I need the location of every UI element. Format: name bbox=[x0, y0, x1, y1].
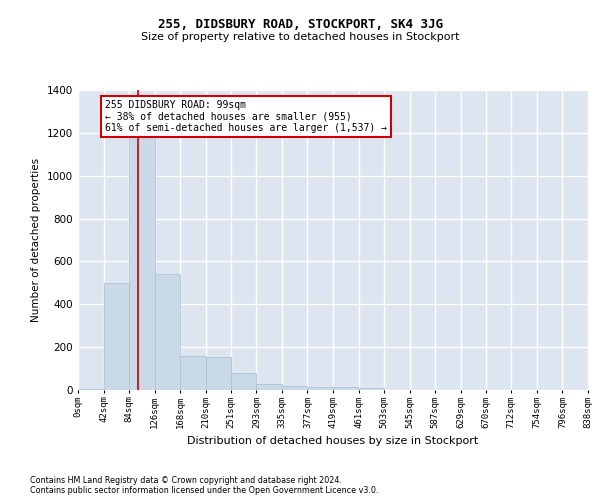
Bar bbox=[155, 274, 180, 390]
Bar bbox=[308, 387, 333, 390]
Bar bbox=[181, 356, 206, 390]
X-axis label: Distribution of detached houses by size in Stockport: Distribution of detached houses by size … bbox=[187, 436, 479, 446]
Bar bbox=[78, 389, 103, 390]
Bar bbox=[359, 388, 384, 390]
Text: 255 DIDSBURY ROAD: 99sqm
← 38% of detached houses are smaller (955)
61% of semi-: 255 DIDSBURY ROAD: 99sqm ← 38% of detach… bbox=[105, 100, 387, 133]
Bar bbox=[282, 386, 307, 390]
Bar bbox=[206, 357, 231, 390]
Y-axis label: Number of detached properties: Number of detached properties bbox=[31, 158, 41, 322]
Bar bbox=[256, 384, 282, 390]
Bar bbox=[104, 283, 129, 390]
Text: Contains HM Land Registry data © Crown copyright and database right 2024.: Contains HM Land Registry data © Crown c… bbox=[30, 476, 342, 485]
Text: Contains public sector information licensed under the Open Government Licence v3: Contains public sector information licen… bbox=[30, 486, 379, 495]
Bar bbox=[333, 388, 358, 390]
Bar bbox=[129, 126, 155, 390]
Text: 255, DIDSBURY ROAD, STOCKPORT, SK4 3JG: 255, DIDSBURY ROAD, STOCKPORT, SK4 3JG bbox=[157, 18, 443, 30]
Text: Size of property relative to detached houses in Stockport: Size of property relative to detached ho… bbox=[141, 32, 459, 42]
Bar bbox=[231, 373, 256, 390]
